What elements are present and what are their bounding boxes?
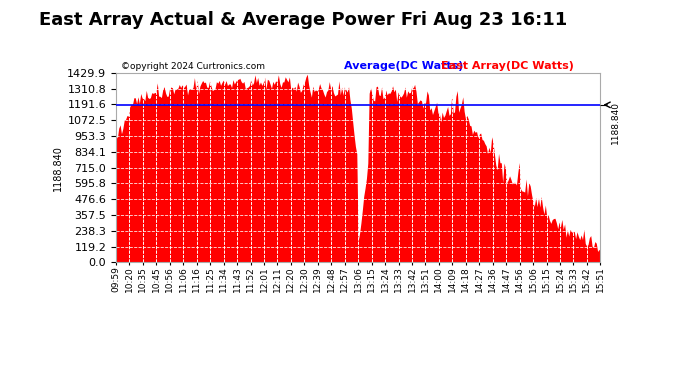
Text: ©opyright 2024 Curtronics.com: ©opyright 2024 Curtronics.com — [121, 62, 265, 71]
Text: Average(DC Watts): Average(DC Watts) — [344, 61, 463, 71]
Text: East Array Actual & Average Power Fri Aug 23 16:11: East Array Actual & Average Power Fri Au… — [39, 11, 568, 29]
Text: East Array(DC Watts): East Array(DC Watts) — [440, 61, 573, 71]
Y-axis label: 1188.840: 1188.840 — [53, 145, 63, 190]
